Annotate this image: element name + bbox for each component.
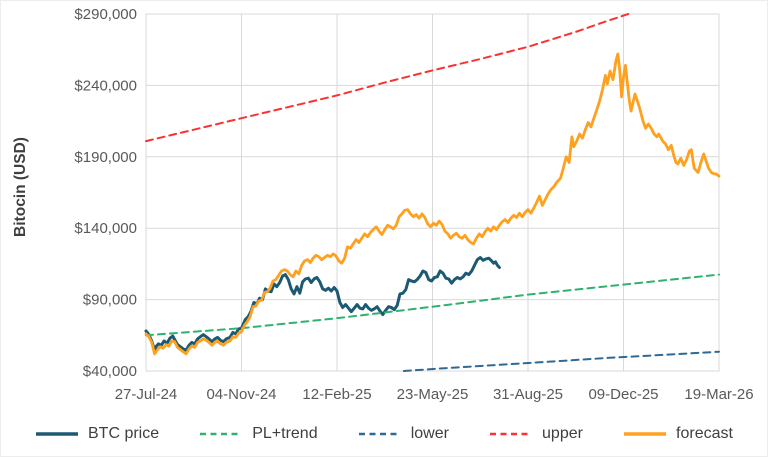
y-tick-label: $290,000 — [74, 6, 137, 23]
legend-swatch-line — [200, 432, 243, 435]
y-tick-label: $190,000 — [74, 149, 137, 166]
series-pl-trend-line — [145, 273, 720, 337]
x-tick-label: 27-Jul-24 — [115, 386, 178, 403]
legend-label: PL+trend — [252, 424, 318, 442]
legend-swatch-line — [624, 431, 667, 436]
series-btc-price-line — [144, 256, 501, 352]
y-tick-label: $240,000 — [74, 77, 137, 94]
legend-item-lower: lower — [358, 425, 449, 443]
legend-swatch-line — [490, 432, 533, 435]
legend-label: lower — [410, 424, 449, 442]
legend-swatch-line — [358, 432, 401, 435]
series-lower-line — [402, 350, 720, 372]
y-axis-title: Bitocin (USD) — [12, 137, 29, 237]
series-layer — [144, 13, 721, 372]
legend-item-upper: upper — [489, 425, 583, 443]
plot-border — [145, 13, 720, 372]
x-tick-label: 19-Mar-26 — [684, 386, 753, 403]
series-forecast-line — [144, 52, 721, 356]
x-tick-label: 12-Feb-25 — [302, 386, 371, 403]
chart-legend: BTC price PL+trend lower upper forecast — [1, 411, 767, 456]
x-tick-label: 04-Nov-24 — [206, 386, 276, 403]
x-tick-label: 31-Aug-25 — [493, 386, 563, 403]
legend-swatch-line — [36, 431, 78, 436]
legend-label: upper — [542, 424, 583, 442]
y-tick-label: $40,000 — [83, 363, 137, 380]
legend-item-btc-price: BTC price — [35, 425, 159, 443]
grid-layer — [145, 13, 720, 372]
axis-layer: 27-Jul-24 04-Nov-24 12-Feb-25 23-May-25 31-A… — [74, 6, 753, 403]
x-tick-label: 23-May-25 — [397, 386, 469, 403]
legend-item-forecast: forecast — [623, 425, 733, 443]
x-tick-label: 09-Dec-25 — [588, 386, 658, 403]
legend-item-pl-trend: PL+trend — [199, 424, 318, 443]
legend-label: forecast — [676, 424, 733, 442]
y-tick-label: $90,000 — [83, 292, 137, 309]
series-upper-line — [145, 13, 630, 143]
chart-plot-area: 27-Jul-24 04-Nov-24 12-Feb-25 23-May-25 31-A… — [12, 6, 754, 403]
legend-label: BTC price — [88, 424, 160, 442]
y-tick-label: $140,000 — [74, 220, 137, 237]
